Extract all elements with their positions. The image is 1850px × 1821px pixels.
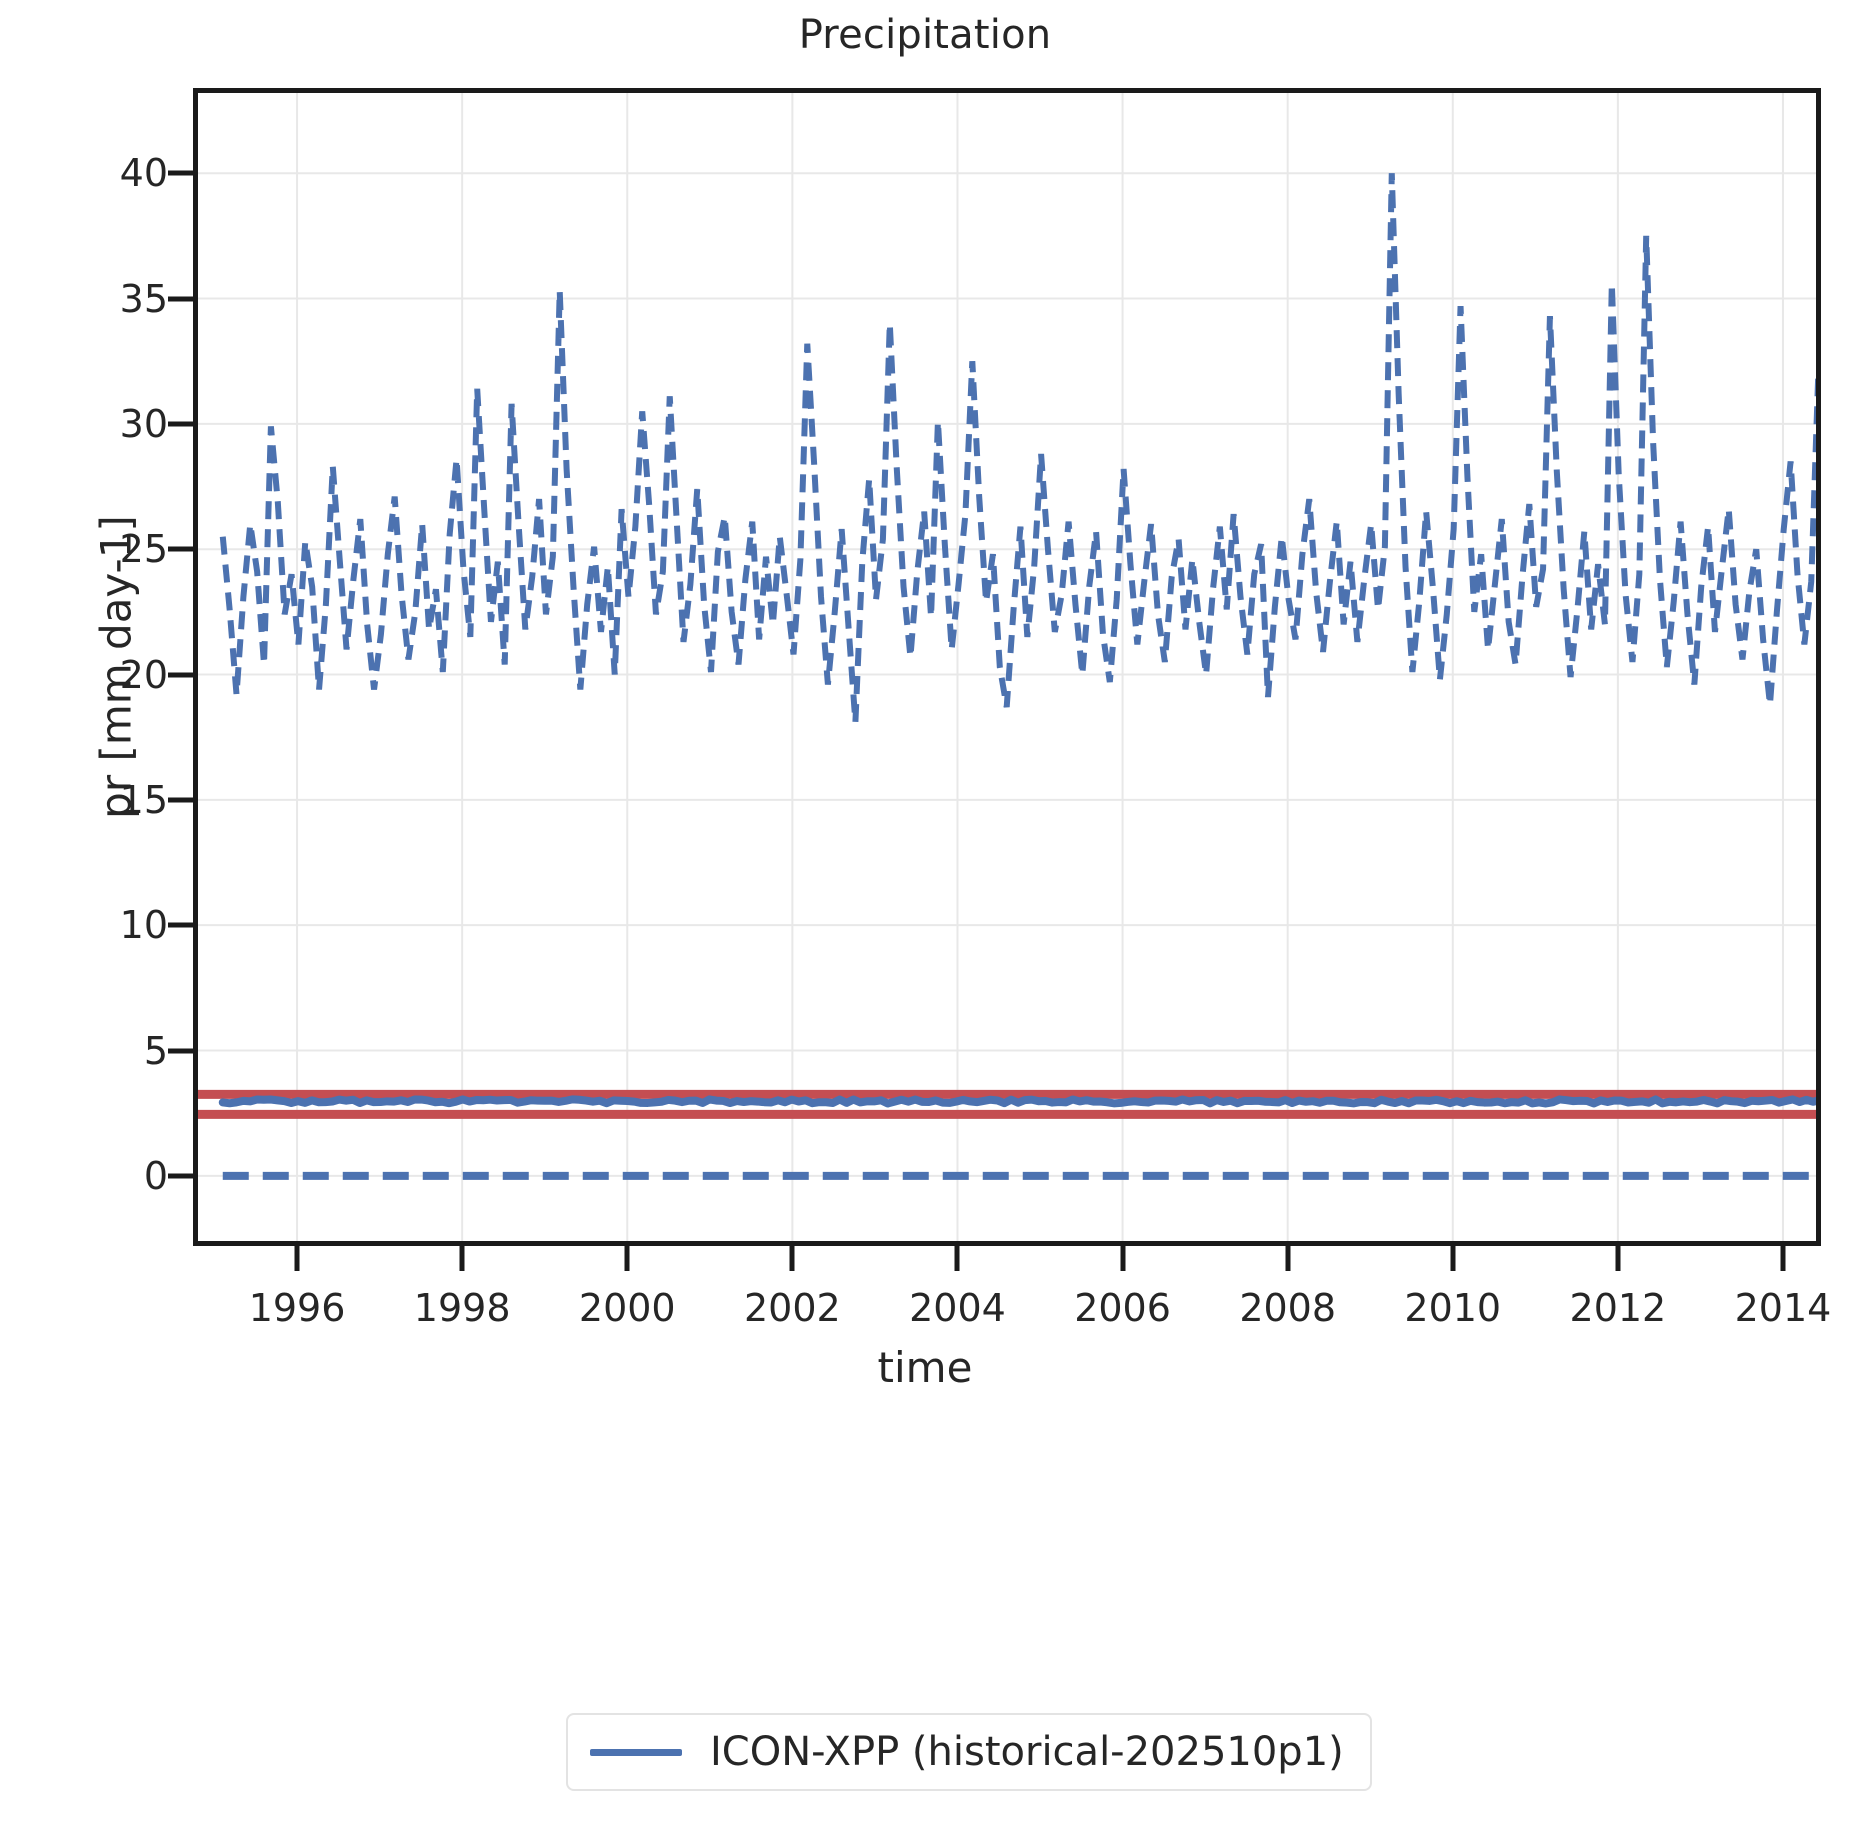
x-tick-label: 2006 <box>1074 1286 1171 1330</box>
x-tick-mark <box>1285 1246 1291 1271</box>
legend[interactable]: ICON-XPP (historical-202510p1) <box>566 1713 1372 1791</box>
y-tick-label: 0 <box>143 1153 168 1198</box>
y-tick-mark <box>168 1173 193 1179</box>
x-tick-mark <box>1615 1246 1621 1271</box>
y-tick-label: 35 <box>119 276 168 321</box>
x-tick-mark <box>624 1246 630 1271</box>
y-tick-mark <box>168 296 193 302</box>
y-tick-mark <box>168 546 193 552</box>
x-axis-label: time <box>877 1343 973 1392</box>
y-tick-mark <box>168 922 193 928</box>
chart-title: Precipitation <box>798 12 1052 58</box>
x-tick-mark <box>1450 1246 1456 1271</box>
y-tick-mark <box>168 421 193 427</box>
y-tick-mark <box>168 672 193 678</box>
x-tick-mark <box>459 1246 465 1271</box>
x-tick-label: 2010 <box>1404 1286 1502 1330</box>
y-tick-label: 5 <box>143 1028 168 1073</box>
y-tick-label: 25 <box>119 527 168 572</box>
x-tick-mark <box>1120 1246 1126 1271</box>
x-tick-label: 2004 <box>909 1286 1006 1330</box>
x-tick-mark <box>294 1246 300 1271</box>
series-line-mean <box>218 1095 1816 1108</box>
plot-area <box>193 88 1821 1246</box>
plot-inner <box>198 93 1816 1241</box>
x-tick-label: 2000 <box>578 1286 676 1330</box>
x-tick-label: 2014 <box>1734 1286 1832 1330</box>
y-tick-label: 30 <box>119 401 168 446</box>
x-tick-mark <box>954 1246 960 1271</box>
series-line-monthly <box>219 173 1816 723</box>
y-axis-label-holder: pr [mm day-1] <box>40 88 141 1246</box>
x-tick-mark <box>789 1246 795 1271</box>
x-tick-label: 2008 <box>1239 1286 1337 1330</box>
x-tick-label: 1998 <box>413 1286 511 1330</box>
x-tick-label: 2012 <box>1569 1286 1667 1330</box>
y-tick-mark <box>168 170 193 176</box>
x-tick-label: 1996 <box>248 1286 346 1330</box>
x-tick-mark <box>1780 1246 1786 1271</box>
y-tick-label: 20 <box>119 652 168 697</box>
y-tick-label: 10 <box>119 903 168 948</box>
y-tick-label: 15 <box>119 777 168 822</box>
x-tick-label: 2002 <box>744 1286 841 1330</box>
y-tick-mark <box>168 797 193 803</box>
y-tick-label: 40 <box>119 151 168 196</box>
plot-canvas <box>198 93 1816 1241</box>
y-tick-mark <box>168 1048 193 1053</box>
legend-label: ICON-XPP (historical-202510p1) <box>710 1729 1344 1775</box>
legend-line-swatch <box>590 1748 682 1756</box>
